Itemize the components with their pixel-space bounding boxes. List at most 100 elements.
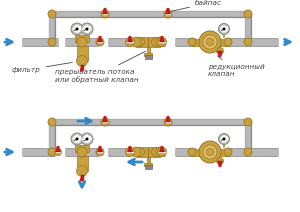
Bar xyxy=(75,35,89,42)
Circle shape xyxy=(99,146,101,148)
Bar xyxy=(76,156,88,171)
Circle shape xyxy=(223,138,225,140)
Bar xyxy=(76,46,88,61)
Circle shape xyxy=(219,165,221,166)
Circle shape xyxy=(217,158,224,165)
Polygon shape xyxy=(128,38,133,42)
Circle shape xyxy=(76,138,78,140)
Circle shape xyxy=(167,8,169,11)
Circle shape xyxy=(101,10,109,18)
Circle shape xyxy=(224,38,232,46)
Circle shape xyxy=(81,23,93,35)
Circle shape xyxy=(86,138,88,140)
Circle shape xyxy=(152,38,160,46)
Circle shape xyxy=(223,28,225,30)
Circle shape xyxy=(167,117,169,119)
Polygon shape xyxy=(103,118,107,122)
Bar xyxy=(144,163,152,166)
Circle shape xyxy=(199,31,221,53)
Bar xyxy=(80,175,83,179)
Circle shape xyxy=(206,38,214,46)
Circle shape xyxy=(131,37,141,47)
Polygon shape xyxy=(218,51,223,55)
Circle shape xyxy=(129,36,131,39)
Polygon shape xyxy=(160,148,164,152)
Circle shape xyxy=(71,23,83,35)
Bar xyxy=(145,55,152,59)
Circle shape xyxy=(219,54,221,57)
Circle shape xyxy=(188,38,196,46)
Circle shape xyxy=(48,10,56,18)
Bar xyxy=(145,165,152,169)
Circle shape xyxy=(188,148,196,156)
Bar xyxy=(192,39,200,46)
Circle shape xyxy=(152,148,160,156)
Circle shape xyxy=(96,148,104,156)
Bar xyxy=(146,47,149,53)
Circle shape xyxy=(80,68,83,71)
Circle shape xyxy=(82,24,92,34)
Circle shape xyxy=(244,148,252,156)
Circle shape xyxy=(244,10,252,18)
Circle shape xyxy=(158,38,166,46)
Circle shape xyxy=(82,134,92,144)
Circle shape xyxy=(80,178,83,181)
Polygon shape xyxy=(166,118,170,122)
Text: редукционный
клапан: редукционный клапан xyxy=(208,56,265,77)
Circle shape xyxy=(217,47,224,54)
Polygon shape xyxy=(56,148,61,152)
Circle shape xyxy=(96,38,104,46)
Bar xyxy=(144,53,152,56)
Circle shape xyxy=(76,56,88,67)
Polygon shape xyxy=(98,38,103,42)
Text: прерыватель потока
или обратный клапан: прерыватель потока или обратный клапан xyxy=(55,51,146,83)
Circle shape xyxy=(244,38,252,46)
Circle shape xyxy=(76,28,78,30)
Circle shape xyxy=(81,133,93,145)
Polygon shape xyxy=(98,148,103,152)
Bar xyxy=(80,65,83,69)
Text: байпас: байпас xyxy=(171,0,222,11)
Circle shape xyxy=(220,25,229,33)
Circle shape xyxy=(136,148,145,156)
Bar xyxy=(192,148,200,155)
Circle shape xyxy=(218,134,230,145)
Circle shape xyxy=(48,38,56,46)
Polygon shape xyxy=(160,38,164,42)
Bar xyxy=(146,157,149,163)
Circle shape xyxy=(77,147,87,157)
Circle shape xyxy=(131,147,141,157)
Circle shape xyxy=(72,24,82,34)
Circle shape xyxy=(203,35,217,49)
Circle shape xyxy=(199,141,221,163)
Circle shape xyxy=(158,148,166,156)
Circle shape xyxy=(220,134,229,144)
Bar xyxy=(220,39,228,46)
Bar xyxy=(136,147,160,157)
Bar xyxy=(220,148,228,155)
Circle shape xyxy=(206,148,214,156)
Circle shape xyxy=(71,133,83,145)
Circle shape xyxy=(104,8,106,11)
Circle shape xyxy=(104,117,106,119)
Circle shape xyxy=(99,36,101,39)
Polygon shape xyxy=(166,10,170,14)
Polygon shape xyxy=(128,148,133,152)
Circle shape xyxy=(125,148,134,156)
Circle shape xyxy=(164,10,172,18)
Circle shape xyxy=(57,146,59,148)
Circle shape xyxy=(244,118,252,126)
Circle shape xyxy=(48,118,56,126)
Circle shape xyxy=(161,146,163,148)
Polygon shape xyxy=(103,10,107,14)
Text: фильтр: фильтр xyxy=(12,63,72,73)
Circle shape xyxy=(77,37,87,47)
Circle shape xyxy=(125,38,134,46)
Circle shape xyxy=(72,134,82,144)
Circle shape xyxy=(129,146,131,148)
Circle shape xyxy=(76,166,88,177)
Circle shape xyxy=(224,148,232,156)
Circle shape xyxy=(136,38,145,46)
Circle shape xyxy=(101,118,109,126)
Bar xyxy=(136,37,160,47)
